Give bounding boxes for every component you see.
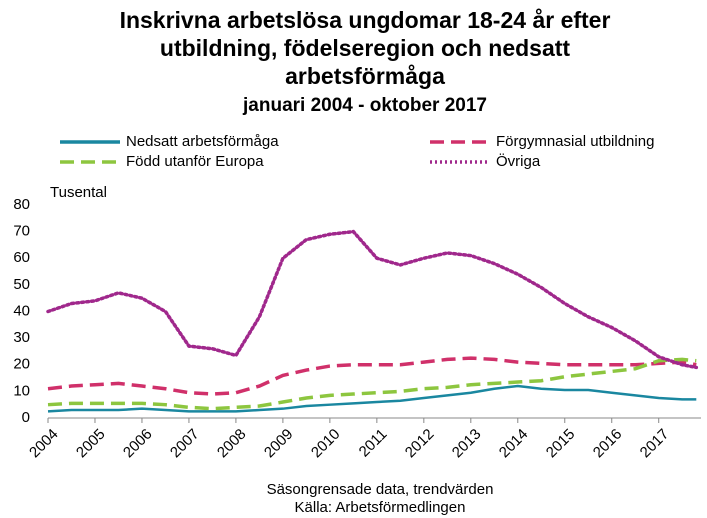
y-tick-label: 10	[13, 382, 30, 399]
x-tick-label: 2005	[73, 426, 109, 462]
y-tick-label: 70	[13, 223, 30, 240]
x-tick-label: 2015	[543, 426, 579, 462]
chart-title: arbetsförmåga	[285, 63, 445, 89]
x-tick-label: 2014	[496, 426, 532, 462]
legend-label: Övriga	[496, 152, 541, 170]
legend-label: Nedsatt arbetsförmåga	[126, 133, 279, 150]
x-tick-label: 2010	[308, 426, 344, 462]
line-series	[47, 357, 697, 411]
chart-title: utbildning, födelseregion och nedsatt	[160, 35, 571, 61]
x-tick-label: 2012	[402, 426, 438, 462]
chart-title: Inskrivna arbetslösa ungdomar 18-24 år e…	[120, 7, 611, 33]
line-series	[47, 356, 697, 396]
x-tick-label: 2008	[214, 426, 250, 462]
x-tick-label: 2016	[590, 426, 626, 462]
line-series	[47, 384, 697, 413]
legend-label: Född utanför Europa	[126, 153, 264, 170]
note: Säsongrensade data, trendvärden	[267, 481, 494, 498]
y-axis-label: Tusental	[50, 184, 107, 201]
y-tick-label: 20	[13, 356, 30, 373]
chart-subtitle: januari 2004 - oktober 2017	[242, 95, 487, 116]
x-tick-label: 2004	[26, 426, 62, 462]
x-tick-label: 2017	[637, 426, 673, 462]
y-tick-label: 50	[13, 276, 30, 293]
line-series	[46, 229, 699, 370]
y-tick-label: 40	[13, 302, 30, 319]
y-tick-label: 30	[13, 329, 30, 346]
legend-label: Förgymnasial utbildning	[496, 133, 654, 150]
y-tick-label: 60	[13, 249, 30, 266]
y-tick-label: 80	[13, 196, 30, 213]
x-tick-label: 2006	[120, 426, 156, 462]
x-tick-label: 2007	[167, 426, 203, 462]
note: Källa: Arbetsförmedlingen	[295, 499, 466, 516]
x-tick-label: 2013	[449, 426, 485, 462]
x-tick-label: 2009	[261, 426, 297, 462]
y-tick-label: 0	[22, 409, 30, 426]
x-tick-label: 2011	[356, 426, 391, 461]
